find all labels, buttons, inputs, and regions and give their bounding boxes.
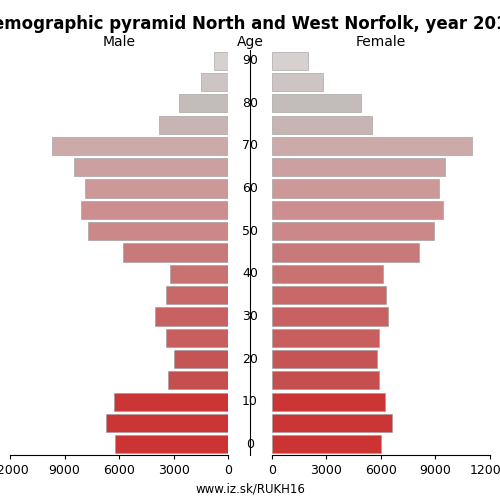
Bar (272, 328, 379, 347)
Bar (272, 52, 308, 70)
Bar (272, 414, 392, 432)
Bar (116, 436, 228, 454)
Bar (272, 392, 384, 411)
Title: Female: Female (356, 35, 406, 49)
Bar (272, 158, 444, 176)
Bar (272, 436, 381, 454)
Bar (122, 244, 228, 262)
Bar (52, 137, 228, 155)
Bar (272, 265, 382, 283)
Bar (272, 286, 386, 304)
Bar (179, 94, 228, 112)
Bar (81, 201, 228, 219)
Title: Age: Age (236, 35, 264, 49)
Bar (272, 372, 379, 390)
Bar (170, 265, 228, 283)
Bar (272, 180, 439, 198)
Bar (106, 414, 228, 432)
Bar (156, 308, 228, 326)
Bar (166, 328, 228, 347)
Text: 0: 0 (246, 438, 254, 451)
Bar (84, 180, 228, 198)
Bar (114, 392, 228, 411)
Bar (166, 286, 228, 304)
Title: Male: Male (102, 35, 136, 49)
Text: 90: 90 (242, 54, 258, 67)
Bar (272, 73, 322, 91)
Text: 20: 20 (242, 352, 258, 366)
Text: 70: 70 (242, 140, 258, 152)
Bar (159, 116, 228, 134)
Bar (174, 350, 228, 368)
Bar (272, 350, 378, 368)
Bar (272, 308, 388, 326)
Bar (168, 372, 228, 390)
Text: 40: 40 (242, 268, 258, 280)
Bar (272, 116, 372, 134)
Bar (272, 244, 419, 262)
Text: 30: 30 (242, 310, 258, 323)
Bar (214, 52, 228, 70)
Text: www.iz.sk/RUKH16: www.iz.sk/RUKH16 (195, 482, 305, 495)
Bar (88, 222, 228, 240)
Text: demographic pyramid North and West Norfolk, year 2019: demographic pyramid North and West Norfo… (0, 15, 500, 33)
Bar (272, 222, 434, 240)
Bar (74, 158, 228, 176)
Bar (272, 94, 361, 112)
Bar (272, 137, 472, 155)
Bar (201, 73, 228, 91)
Text: 10: 10 (242, 395, 258, 408)
Bar (272, 201, 442, 219)
Text: 80: 80 (242, 97, 258, 110)
Text: 60: 60 (242, 182, 258, 195)
Text: 50: 50 (242, 224, 258, 237)
